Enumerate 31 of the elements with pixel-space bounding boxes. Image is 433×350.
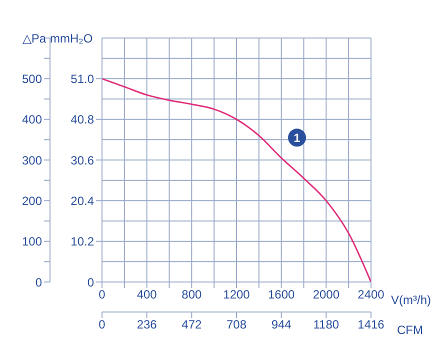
- x-tick-label: 0: [98, 288, 106, 302]
- y2-tick-label: 10.2: [70, 234, 94, 249]
- y-tick-label: 300: [22, 153, 42, 168]
- y2-tick-label: 0: [87, 275, 94, 290]
- y-tick-label: 0: [35, 275, 42, 290]
- x2-tick-label: 1416: [358, 318, 385, 332]
- x2-tick-label: 236: [136, 318, 158, 332]
- x-tick-label: 1200: [223, 288, 250, 302]
- x-tick-label: 2000: [312, 288, 340, 302]
- x2-axis-title: CFM: [397, 323, 423, 337]
- y2-axis-title: mmH₂O: [50, 32, 93, 46]
- y-tick-label: 100: [22, 234, 42, 249]
- x2-tick-label: 472: [182, 318, 202, 332]
- x-tick-label: 400: [136, 288, 158, 302]
- x2-tick-label: 708: [226, 318, 247, 332]
- annotation: 1: [294, 130, 301, 145]
- x2-tick-label: 944: [271, 318, 292, 332]
- x-tick-label: 800: [182, 288, 202, 302]
- x-tick-label: 2400: [358, 288, 385, 302]
- y-axis-title: △Pa: [22, 32, 46, 46]
- y2-tick-label: 40.8: [70, 112, 94, 127]
- x-axis-title: V(m³/h): [391, 293, 431, 307]
- x-tick-label: 1600: [268, 288, 296, 302]
- y2-tick-label: 51.0: [70, 72, 94, 86]
- x2-tick-label: 1180: [313, 318, 340, 332]
- y2-tick-label: 30.6: [70, 153, 94, 168]
- y2-tick-label: 20.4: [70, 194, 94, 208]
- y-tick-label: 400: [22, 112, 42, 127]
- x2-tick-label: 0: [98, 318, 106, 332]
- y-tick-label: 200: [22, 194, 42, 208]
- y-tick-label: 500: [22, 72, 42, 86]
